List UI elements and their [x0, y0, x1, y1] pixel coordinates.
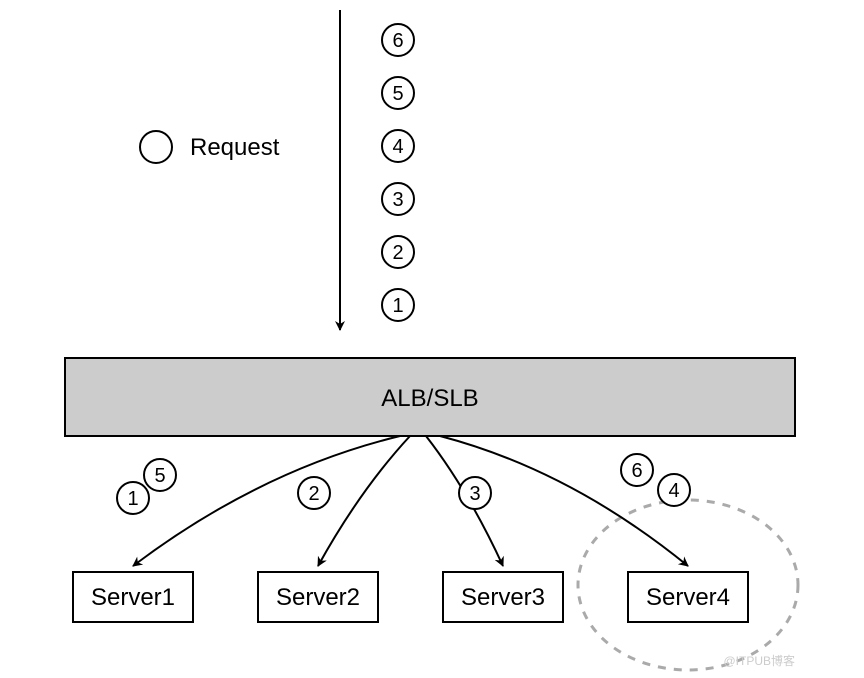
path-circle-label: 2	[308, 483, 319, 505]
path-circle-label: 5	[154, 465, 165, 487]
request-circle-label: 1	[392, 295, 403, 317]
request-circle-label: 5	[392, 83, 403, 105]
path-circle-label: 4	[668, 480, 679, 502]
server-row: Server1 Server2 Server3 Server4	[73, 572, 748, 622]
request-circle-label: 3	[392, 189, 403, 211]
distribution-arrow	[133, 436, 400, 566]
load-balancer-diagram: Request 654321 ALB/SLB 152364 Server1Ser…	[0, 0, 864, 678]
path-circle-label: 6	[631, 460, 642, 482]
request-circle-label: 4	[392, 136, 403, 158]
path-circle-label: 1	[127, 488, 138, 510]
server-label: Server2	[276, 584, 360, 611]
path-circle-label: 3	[469, 483, 480, 505]
server-label: Server4	[646, 584, 730, 611]
load-balancer-label: ALB/SLB	[381, 385, 478, 412]
legend-circle-icon	[140, 131, 172, 163]
server-label: Server3	[461, 584, 545, 611]
request-queue: 6 5 4 3 2 1	[382, 24, 414, 321]
legend-label: Request	[190, 134, 280, 161]
server-label: Server1	[91, 584, 175, 611]
distribution-arrows	[133, 436, 688, 566]
watermark-text: @ITPUB博客	[723, 653, 795, 668]
request-circle-label: 2	[392, 242, 403, 264]
distribution-request-markers: 15 2 3 6 4	[117, 454, 690, 514]
request-circle-label: 6	[392, 30, 403, 52]
